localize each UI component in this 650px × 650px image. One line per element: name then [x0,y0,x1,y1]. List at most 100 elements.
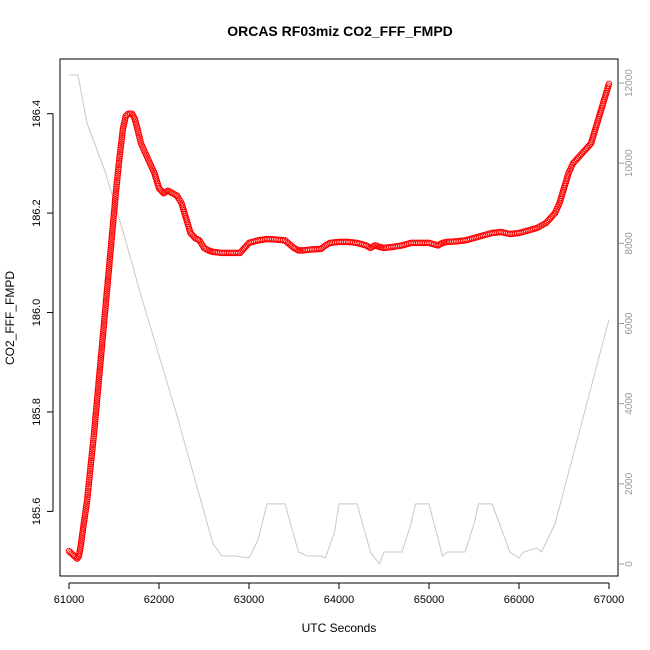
y-tick-label: 186.0 [31,299,43,327]
data-point [114,168,122,175]
data-point [99,336,106,343]
data-point [99,330,107,337]
data-point [96,363,104,371]
data-point [102,305,109,312]
data-point [106,256,113,264]
data-point [112,192,119,199]
y2-tick-label: 4000 [624,392,635,415]
data-point [105,269,112,277]
y-axis-label: CO2_FFF_FMPD [3,271,17,365]
data-point [101,315,108,323]
data-point [88,448,96,455]
data-point [94,386,102,394]
data-point [84,493,91,501]
data-point [90,435,97,442]
data-point [86,472,93,479]
chart-title: ORCAS RF03miz CO2_FFF_FMPD [227,23,453,39]
data-point [96,367,103,375]
data-point [110,210,118,218]
x-tick-label: 67000 [594,594,625,606]
data-point [106,254,114,262]
data-point [104,284,111,291]
data-point [118,133,126,141]
data-point [100,328,107,335]
data-point [117,144,124,152]
data-point [114,172,121,180]
data-point [93,405,100,413]
data-point [83,496,91,503]
y-axis: 185.6 185.8 186.0 186.2 186.4 [31,100,54,525]
data-point [85,478,93,486]
data-point [93,395,101,402]
data-point [116,148,124,156]
data-point [82,508,89,516]
y-tick-label: 186.4 [31,100,43,128]
data-point [90,428,98,436]
x-tick-label: 66000 [504,594,535,606]
data-point [89,443,96,451]
data-point [97,355,105,362]
data-point [94,388,102,396]
data-point [106,261,113,268]
data-point [102,296,110,304]
data-point [96,369,103,377]
data-point [92,413,99,421]
data-point [114,174,121,182]
data-point [90,432,98,440]
y2-tick-label: 2000 [624,472,635,495]
data-point [80,523,87,530]
data-point [102,298,110,306]
data-point [103,288,111,295]
data-point [89,439,97,446]
data-point [111,200,119,207]
data-point [117,142,125,149]
data-point [113,181,120,188]
data-point [87,459,95,466]
data-point [86,474,93,481]
data-point [113,185,120,193]
y2-axis: 0 2000 4000 6000 8000 10000 12000 [618,69,635,567]
data-point [107,248,114,256]
data-point [98,349,105,356]
data-point [116,155,123,162]
data-point [103,294,110,302]
x-tick-label: 64000 [324,594,355,606]
data-point [115,161,122,169]
data-point [108,231,116,239]
data-point [92,409,100,417]
y2-tick-label: 12000 [624,69,635,97]
data-point [97,359,104,367]
data-point [105,265,113,272]
data-point [109,227,116,235]
data-point [82,506,90,513]
data-point [108,229,116,237]
data-point [103,290,110,297]
data-point [107,244,115,251]
data-point [163,188,170,195]
data-point [85,480,93,488]
data-point [118,138,125,145]
data-point [108,236,115,243]
data-point [115,166,122,173]
data-point [94,384,102,392]
data-point [93,403,100,410]
data-point [198,240,206,248]
data-point [550,211,557,218]
x-tick-label: 62000 [144,594,175,606]
data-point [95,374,103,381]
data-point [97,357,104,364]
data-point [104,275,112,283]
data-point [92,416,99,423]
data-point [87,461,95,468]
data-point [110,217,117,224]
x-axis-label: UTC Seconds [302,621,377,635]
data-point [108,240,115,247]
data-point [98,344,106,352]
data-point [102,302,109,310]
data-point [113,176,121,184]
data-point [111,196,119,203]
data-point [72,554,80,561]
data-point [100,321,108,329]
data-point [96,365,104,373]
